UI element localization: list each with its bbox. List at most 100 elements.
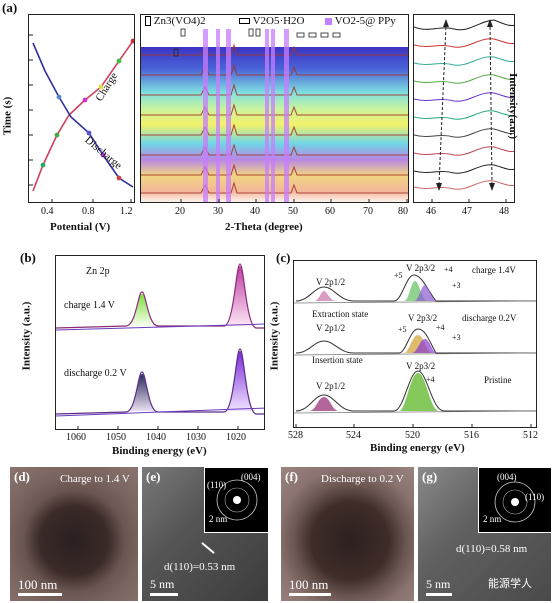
v2p-charge-ox5: +5 <box>394 271 403 280</box>
zoom-xtick: 46 <box>426 206 436 217</box>
panel-f-scalebar <box>289 593 331 596</box>
panel-d-scalebar <box>18 593 62 596</box>
panel-f-scale: 100 nm <box>289 577 329 592</box>
panel-g-diffraction-inset: (004) (110) 2 nm <box>478 467 551 533</box>
panel-g-spacing: d(110)=0.58 nm <box>456 543 528 555</box>
panel-c-ylabel: Intensity (a.u.) <box>268 301 281 371</box>
v2p-xps-plot: V 2p1/2 V 2p3/2 +5 +4 +3 charge 1.4V Ext… <box>293 260 537 428</box>
v2p-discharge-ox4: +4 <box>436 323 445 332</box>
v2p-xtick: 528 <box>288 430 303 441</box>
zn2p-trace-discharge: discharge 0.2 V <box>64 368 127 379</box>
zn2p-trace-charge: charge 1.4 V <box>64 300 116 311</box>
panel-e-inset-004: (004) <box>241 472 261 482</box>
v2p-xps-svg <box>294 274 536 427</box>
diffraction-pattern-icon <box>216 479 258 521</box>
v2p-charge-ox3: +3 <box>452 281 461 290</box>
zoom-xtick: 47 <box>462 206 472 217</box>
legend-vo2: VO2-5@ PPy <box>325 15 396 27</box>
xrd-xtick: 60 <box>325 206 335 217</box>
time-axis-label: Time (s) <box>1 96 14 136</box>
v2p-pristine-right-peak: V 2p3/2 <box>406 361 436 371</box>
tem-panel-d: (d) Charge to 1.4 V 100 nm <box>10 467 138 601</box>
gcd-curve-plot: Charge Discharge <box>28 14 135 203</box>
panel-d-scale: 100 nm <box>18 577 58 592</box>
gcd-xtick: 0.8 <box>82 206 95 217</box>
panel-e-label: (e) <box>146 469 161 484</box>
legend-v2o5: V2O5·H2O <box>239 15 305 27</box>
xrd-xtick: 30 <box>213 206 223 217</box>
panel-f-label: (f) <box>285 469 298 484</box>
tem-panel-e: (e) (110) (004) 2 nm d(110)=0.53 nm 5 nm <box>142 467 268 601</box>
v2p-discharge-condition: discharge 0.2V <box>462 313 517 323</box>
v2p-xtick: 520 <box>405 430 420 441</box>
v2p-discharge-ox3: +3 <box>452 333 461 342</box>
xrd-contour-svg <box>141 15 408 202</box>
legend-purple-square-icon <box>325 17 332 25</box>
v2p-extraction-state: Extraction state <box>312 309 369 319</box>
panel-d-caption: Charge to 1.4 V <box>60 473 130 485</box>
legend-marker-box-icon <box>145 16 151 27</box>
panel-g-label: (g) <box>422 469 438 484</box>
v2p-pristine-left-peak: V 2p1/2 <box>316 381 346 391</box>
v2p-discharge-left-peak: V 2p1/2 <box>316 323 346 333</box>
v2p-xtick: 512 <box>523 430 538 441</box>
v2p-discharge-right-peak: V 2p3/2 <box>408 313 438 323</box>
zn2p-xtick: 1040 <box>146 432 166 443</box>
zn2p-xps-plot: Zn 2p charge 1.4 V discharge 0.2 V <box>55 255 265 430</box>
xrd-xtick: 40 <box>250 206 260 217</box>
zn2p-title: Zn 2p <box>86 266 110 277</box>
panel-e-scalebar <box>150 593 178 596</box>
xrd-xtick: 20 <box>175 206 185 217</box>
xrd-xtick: 80 <box>398 206 408 217</box>
v2p-charge-condition: charge 1.4V <box>472 265 516 275</box>
zn2p-xtick: 1050 <box>106 432 126 443</box>
watermark: 能源学人 <box>488 577 532 590</box>
panel-e-inset-110: (110) <box>207 480 227 490</box>
legend-zn3vo4: Zn3(VO4)2 <box>145 15 206 27</box>
tem-panel-f: (f) Discharge to 0.2 V 100 nm <box>281 467 414 601</box>
xrd-zoom-svg <box>414 19 514 202</box>
potential-axis-label: Potential (V) <box>50 221 111 233</box>
gcd-curve-svg <box>29 34 134 202</box>
v2p-pristine-condition: Pristine <box>484 375 512 385</box>
panel-c-xlabel: Binding energy (eV) <box>370 442 465 454</box>
legend-marker-rect-icon <box>239 18 250 25</box>
v2p-insertion-state: Insertion state <box>312 355 363 365</box>
panel-b-xlabel: Binding energy (eV) <box>112 445 207 457</box>
legend-vo2-text: VO2-5@ PPy <box>334 15 396 27</box>
xrd-xtick: 50 <box>288 206 298 217</box>
panel-e-spacing: d(110)=0.53 nm <box>164 561 236 573</box>
panel-d-label: (d) <box>14 469 30 484</box>
panel-g-scalebar <box>426 593 452 596</box>
xrd-contour-plot: Zn3(VO4)2 V2O5·H2O VO2-5@ PPy <box>140 14 409 203</box>
panel-g-inset-110: (110) <box>525 492 545 502</box>
zn2p-xtick: 1060 <box>66 432 86 443</box>
panel-e-scale: 5 nm <box>150 577 175 591</box>
two-theta-axis-label: 2-Theta (degree) <box>225 221 303 233</box>
zoom-xtick: 48 <box>499 206 509 217</box>
panel-b-ylabel: Intensity (a.u.) <box>20 301 33 371</box>
gcd-xtick: 0.4 <box>41 206 54 217</box>
panel-e-lattice-marker <box>201 542 215 554</box>
panel-g-scale: 5 nm <box>426 577 451 591</box>
gcd-xtick: 1.2 <box>120 206 133 217</box>
panel-b-label: (b) <box>20 250 36 265</box>
zn2p-xtick: 1030 <box>186 432 206 443</box>
panel-e-inset-scale: 2 nm <box>209 514 228 524</box>
legend-zn3vo4-text: Zn3(VO4)2 <box>153 15 206 27</box>
diffraction-pattern-icon <box>494 481 536 523</box>
v2p-charge-ox4: +4 <box>444 265 453 274</box>
v2p-charge-left-peak: V 2p1/2 <box>316 277 346 287</box>
panel-f-caption: Discharge to 0.2 V <box>321 473 404 485</box>
panel-c-label: (c) <box>276 250 291 265</box>
v2p-discharge-ox5: +5 <box>398 325 407 334</box>
v2p-pristine-ox4: +4 <box>426 375 435 384</box>
v2p-charge-right-peak: V 2p3/2 <box>406 263 436 273</box>
panel-a-label: (a) <box>2 0 18 15</box>
zn2p-xtick: 1020 <box>226 432 246 443</box>
v2p-xtick: 516 <box>464 430 479 441</box>
zn2p-xps-svg <box>56 263 264 429</box>
intensity-axis-label: Intensity(a.u.) <box>507 72 520 140</box>
panel-g-inset-004: (004) <box>497 472 517 482</box>
panel-e-diffraction-inset: (110) (004) 2 nm <box>204 467 268 533</box>
